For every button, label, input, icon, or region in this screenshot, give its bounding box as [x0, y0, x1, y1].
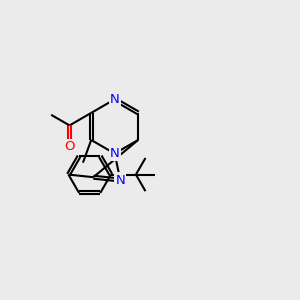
Text: N: N	[116, 173, 125, 187]
Text: N: N	[110, 93, 119, 106]
Text: O: O	[64, 140, 75, 153]
Text: N: N	[110, 147, 119, 160]
